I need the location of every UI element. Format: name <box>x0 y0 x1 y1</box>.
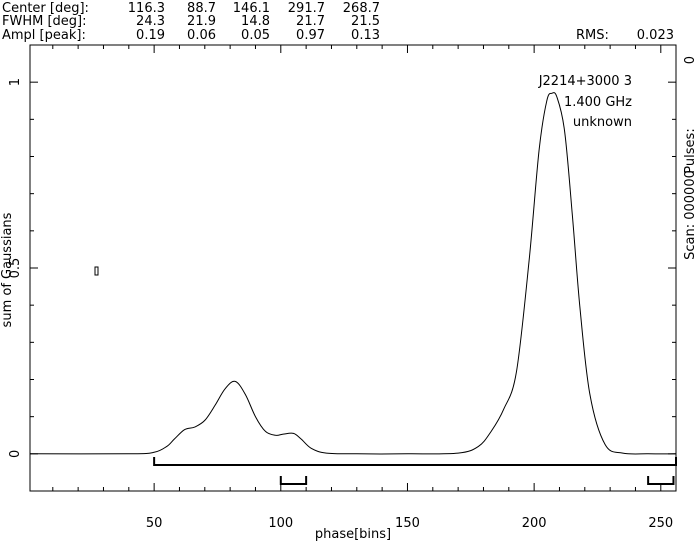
rms-value: 0.023 <box>637 28 674 43</box>
center-label: Center [deg]: <box>2 1 89 16</box>
x-tick-label: 250 <box>648 516 673 531</box>
fit-parameter-header: Center [deg]: FWHM [deg]: Ampl [peak]: <box>2 1 89 43</box>
fwhm-value-2: 21.9 <box>187 14 216 29</box>
ampl-value-5: 0.13 <box>351 28 380 43</box>
fwhm-value-4: 21.7 <box>296 14 325 29</box>
phase-windows <box>153 457 677 485</box>
y-axis-title: sum of Gaussians <box>0 212 15 327</box>
fwhm-label: FWHM [deg]: <box>2 14 86 29</box>
y-tick-label: 1 <box>8 78 23 86</box>
phase-window-bracket-2 <box>279 476 308 485</box>
center-value-2: 88.7 <box>187 1 216 16</box>
scan-label: Scan: 000000 <box>683 170 697 260</box>
x-tick-label: 150 <box>395 516 420 531</box>
fwhm-value-3: 14.8 <box>241 14 270 29</box>
fwhm-value-1: 24.3 <box>136 14 165 29</box>
ampl-value-3: 0.05 <box>241 28 270 43</box>
fit-parameter-values: 116.3 88.7 146.1 291.7 268.7 24.3 21.9 14.8 21.7… <box>128 1 380 43</box>
center-value-1: 116.3 <box>128 1 165 16</box>
center-value-5: 268.7 <box>343 1 380 16</box>
x-tick-label: 200 <box>522 516 547 531</box>
rms-label: RMS: <box>576 28 609 43</box>
x-tick-label: 50 <box>146 516 163 531</box>
center-value-4: 291.7 <box>288 1 325 16</box>
fwhm-value-5: 21.5 <box>351 14 380 29</box>
ampl-value-4: 0.97 <box>296 28 325 43</box>
gaussian-sum-curve <box>29 92 677 455</box>
small-marker <box>94 266 99 276</box>
x-axis-title: phase[bins] <box>315 527 391 541</box>
x-tick-label: 100 <box>268 516 293 531</box>
axis-ticks <box>30 44 676 492</box>
ampl-value-2: 0.06 <box>187 28 216 43</box>
phase-window-bracket-3 <box>647 476 675 485</box>
ampl-value-1: 0.19 <box>136 28 165 43</box>
source-label: J2214+3000 3 <box>538 74 632 89</box>
pulses-label: Pulses: <box>683 128 697 173</box>
axis-tick-labels: 50 100 150 200 250 0 0.5 1 <box>8 78 673 531</box>
y-tick-label: 0.5 <box>8 258 23 279</box>
frequency-label: 1.400 GHz <box>564 95 632 110</box>
center-value-3: 146.1 <box>233 1 270 16</box>
phase-window-bracket-1 <box>153 457 677 466</box>
plot-frame <box>29 44 677 492</box>
ampl-label: Ampl [peak]: <box>2 28 86 43</box>
status-label: unknown <box>573 115 632 130</box>
y-tick-label: 0 <box>8 450 23 458</box>
right-zero-label: 0 <box>683 56 697 64</box>
